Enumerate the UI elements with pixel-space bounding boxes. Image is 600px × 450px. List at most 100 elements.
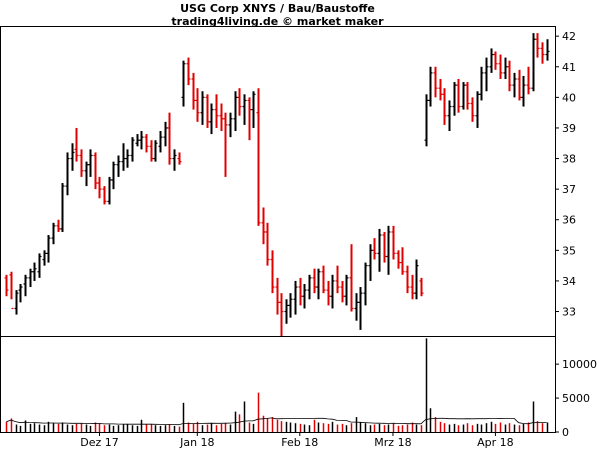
price-bar xyxy=(70,143,75,171)
price-bar xyxy=(256,88,261,226)
price-bar xyxy=(107,176,112,205)
price-bar xyxy=(489,48,494,73)
price-bar xyxy=(517,69,522,101)
price-bar xyxy=(344,274,349,306)
price-bar xyxy=(326,280,331,306)
price-bar xyxy=(186,57,191,86)
price-bar xyxy=(18,283,23,303)
price-bar xyxy=(396,250,401,269)
time-tick-label: Jan 18 xyxy=(179,436,214,449)
price-bar xyxy=(438,79,443,101)
price-bar xyxy=(442,88,447,125)
price-bar xyxy=(330,274,335,309)
price-bar xyxy=(307,274,312,300)
price-bar xyxy=(144,134,149,153)
price-bar xyxy=(475,91,480,128)
price-bar xyxy=(121,143,126,171)
price-bar xyxy=(293,280,298,315)
price-bar xyxy=(251,91,256,128)
time-tick-label: Mrz 18 xyxy=(374,436,411,449)
price-bar xyxy=(191,72,196,110)
price-bar xyxy=(65,152,70,196)
price-bar xyxy=(400,247,405,275)
price-bar xyxy=(261,207,266,245)
time-axis: Dez 17 Jan 18 Feb 18 Mrz 18 Apr 18 xyxy=(80,432,514,449)
price-bar xyxy=(545,39,550,61)
price-bar xyxy=(51,222,56,245)
price-bar xyxy=(335,265,340,294)
price-tick-label: 41 xyxy=(562,61,576,74)
price-bar xyxy=(298,277,303,306)
price-bar xyxy=(358,287,363,330)
price-bar xyxy=(433,66,438,98)
volume-tick-label: 10000 xyxy=(562,358,597,371)
price-bar xyxy=(149,140,154,162)
price-bar xyxy=(247,97,252,141)
price-bar xyxy=(79,149,84,177)
price-bar xyxy=(470,97,475,122)
volume-tick-label: 5000 xyxy=(562,392,590,405)
price-bar xyxy=(284,299,289,324)
price-bar xyxy=(135,134,140,147)
price-bar xyxy=(111,161,116,190)
chart-title: USG Corp XNYS / Bau/Baustoffe trading4li… xyxy=(0,2,555,28)
price-bar xyxy=(97,176,102,199)
price-bar xyxy=(535,33,540,58)
price-bar xyxy=(28,268,33,288)
time-tick-label: Apr 18 xyxy=(477,436,514,449)
volume-average-path xyxy=(6,417,547,426)
price-bar xyxy=(419,277,424,297)
chart-title-line-2: trading4living.de © market maker xyxy=(171,15,384,28)
price-bar xyxy=(214,94,219,128)
volume-average-line xyxy=(6,417,547,426)
price-bar xyxy=(321,265,326,294)
price-bar xyxy=(37,253,42,278)
price-bar xyxy=(424,94,429,147)
price-bar xyxy=(200,91,205,125)
price-bars xyxy=(4,33,550,336)
price-bar xyxy=(32,262,37,281)
price-bar xyxy=(386,225,391,275)
price-bar xyxy=(167,112,172,165)
price-bar xyxy=(340,280,345,303)
price-bar xyxy=(372,238,377,260)
price-tick-label: 33 xyxy=(562,306,576,319)
volume-axis: 0 5000 10000 xyxy=(555,358,597,439)
price-bar xyxy=(465,82,470,110)
price-bar xyxy=(56,219,61,232)
price-bar xyxy=(512,72,517,98)
price-bar xyxy=(93,152,98,190)
price-tick-label: 34 xyxy=(562,275,576,288)
price-bar xyxy=(428,66,433,107)
price-tick-label: 38 xyxy=(562,153,576,166)
price-bar xyxy=(414,259,419,300)
price-bar xyxy=(452,82,457,116)
price-bar xyxy=(391,225,396,260)
price-bar xyxy=(237,88,242,116)
time-tick-label: Dez 17 xyxy=(80,436,119,449)
price-bar xyxy=(498,54,503,80)
price-bar xyxy=(316,268,321,300)
price-bar xyxy=(288,293,293,318)
price-bar xyxy=(228,112,233,138)
price-bar xyxy=(14,290,19,315)
price-bar xyxy=(382,231,387,263)
price-bar xyxy=(223,112,228,177)
price-bar xyxy=(526,66,531,95)
price-bar xyxy=(163,121,168,147)
price-bar xyxy=(233,91,238,132)
price-tick-label: 35 xyxy=(562,244,576,257)
price-bar xyxy=(139,131,144,150)
price-bar xyxy=(9,271,14,310)
price-bar xyxy=(42,250,47,266)
price-bar xyxy=(447,100,452,132)
price-bar xyxy=(88,149,93,177)
price-bar xyxy=(349,244,354,312)
price-bar xyxy=(270,250,275,294)
price-bar xyxy=(158,131,163,153)
price-bar xyxy=(265,222,270,266)
price-bar xyxy=(405,265,410,294)
price-bar xyxy=(531,33,536,92)
price-bar xyxy=(484,57,489,92)
